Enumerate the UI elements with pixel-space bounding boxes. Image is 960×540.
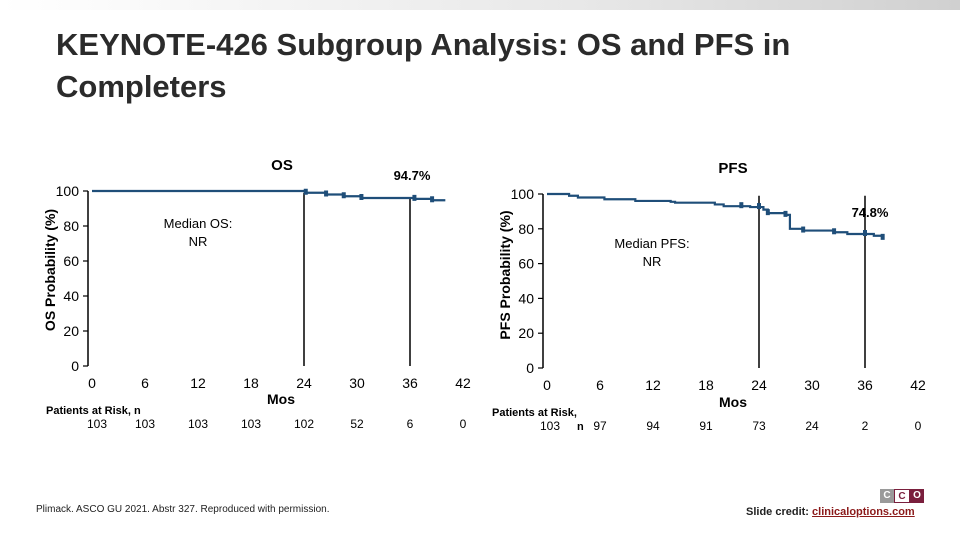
os-at-risk-value: 103: [241, 417, 261, 431]
pfs-xtick-label: 18: [698, 377, 714, 393]
os-xlabel: Mos: [267, 391, 295, 407]
logo-letter-o: O: [910, 489, 924, 503]
os-median-label: Median OS:: [164, 216, 233, 231]
os-median-label: NR: [189, 234, 208, 249]
pfs-xtick-label: 36: [857, 377, 873, 393]
pfs-censor-mark: [801, 226, 806, 233]
os-at-risk-value: 103: [87, 417, 107, 431]
os-censor-mark: [359, 194, 364, 200]
os-at-risk-value: 103: [188, 417, 208, 431]
os-at-risk-value: 0: [460, 417, 467, 431]
os-xtick-label: 36: [402, 375, 418, 391]
os-xtick-label: 24: [296, 375, 312, 391]
pfs-at-risk-value: 103: [540, 419, 560, 433]
credit-link[interactable]: clinicaloptions.com: [812, 506, 915, 518]
cco-logo: C C O: [880, 489, 924, 503]
os-xtick-label: 30: [349, 375, 365, 391]
pfs-ytick-label: 60: [518, 256, 534, 272]
os-ytick-label: 100: [56, 183, 80, 199]
os-at-risk-value: 6: [407, 417, 414, 431]
os-at-risk-label: Patients at Risk, n: [46, 405, 141, 417]
os-xtick-label: 6: [141, 375, 149, 391]
pfs-at-risk-value: 97: [593, 419, 607, 433]
pfs-censor-mark: [757, 203, 761, 210]
pfs-at-risk-value: 24: [805, 419, 819, 433]
os-censor-mark: [430, 196, 435, 203]
os-censor-mark: [341, 192, 346, 199]
pfs-at-risk-label: Patients at Risk,: [492, 407, 577, 419]
os-title: OS: [271, 157, 293, 174]
os-xtick-label: 42: [455, 375, 471, 391]
pfs-xtick-label: 12: [645, 377, 661, 393]
os-at-risk-value: 103: [135, 417, 155, 431]
pfs-censor-mark: [880, 233, 885, 240]
os-ytick-label: 80: [63, 218, 79, 234]
credit-label: Slide credit:: [746, 506, 809, 518]
os-ytick-label: 20: [63, 323, 79, 339]
os-censor-mark: [324, 190, 329, 197]
os-ytick-label: 60: [63, 253, 79, 269]
os-ylabel: OS Probability (%): [42, 209, 58, 331]
os-xtick-label: 0: [88, 375, 96, 391]
pfs-at-risk-value: 0: [915, 419, 922, 433]
pfs-at-risk-label: n: [577, 421, 584, 433]
os-ytick-label: 40: [63, 288, 79, 304]
pfs-endpoint-label: 74.8%: [852, 205, 889, 220]
os-xtick-label: 12: [190, 375, 206, 391]
slide-credit: Slide credit: clinicaloptions.com: [746, 506, 915, 518]
pfs-ylabel: PFS Probability (%): [497, 210, 513, 339]
citation-footnote: Plimack. ASCO GU 2021. Abstr 327. Reprod…: [36, 504, 330, 515]
pfs-ytick-label: 20: [518, 325, 534, 341]
pfs-censor-mark: [832, 228, 837, 235]
pfs-median-label: NR: [643, 254, 662, 269]
pfs-ytick-label: 0: [526, 360, 534, 376]
os-endpoint-label: 94.7%: [394, 168, 431, 183]
pfs-censor-mark: [783, 210, 788, 217]
pfs-xlabel: Mos: [719, 394, 747, 410]
pfs-xtick-label: 30: [804, 377, 820, 393]
logo-letter-c1: C: [880, 489, 894, 503]
pfs-at-risk-value: 2: [862, 419, 869, 433]
pfs-at-risk-value: 73: [752, 419, 766, 433]
os-ytick-label: 0: [71, 358, 79, 374]
pfs-ytick-label: 80: [518, 221, 534, 237]
pfs-at-risk-value: 94: [646, 419, 660, 433]
pfs-censor-mark: [765, 209, 770, 216]
slide-title: KEYNOTE-426 Subgroup Analysis: OS and PF…: [56, 27, 791, 104]
pfs-title: PFS: [718, 160, 747, 177]
pfs-median-label: Median PFS:: [614, 236, 689, 251]
pfs-xtick-label: 24: [751, 377, 767, 393]
pfs-xtick-label: 6: [596, 377, 604, 393]
pfs-ytick-label: 40: [518, 290, 534, 306]
os-xtick-label: 18: [243, 375, 259, 391]
pfs-xtick-label: 42: [910, 377, 926, 393]
pfs-censor-mark: [863, 230, 867, 237]
pfs-censor-mark: [739, 202, 744, 209]
pfs-ytick-label: 100: [511, 186, 535, 202]
os-censor-mark: [303, 188, 308, 195]
top-accent-bar: [0, 0, 960, 10]
os-censor-mark: [412, 194, 417, 201]
pfs-at-risk-value: 91: [699, 419, 713, 433]
pfs-xtick-label: 0: [543, 377, 551, 393]
os-at-risk-value: 102: [294, 417, 314, 431]
os-at-risk-value: 52: [350, 417, 364, 431]
os-km-curve: [92, 189, 446, 202]
logo-letter-c2: C: [894, 489, 910, 503]
